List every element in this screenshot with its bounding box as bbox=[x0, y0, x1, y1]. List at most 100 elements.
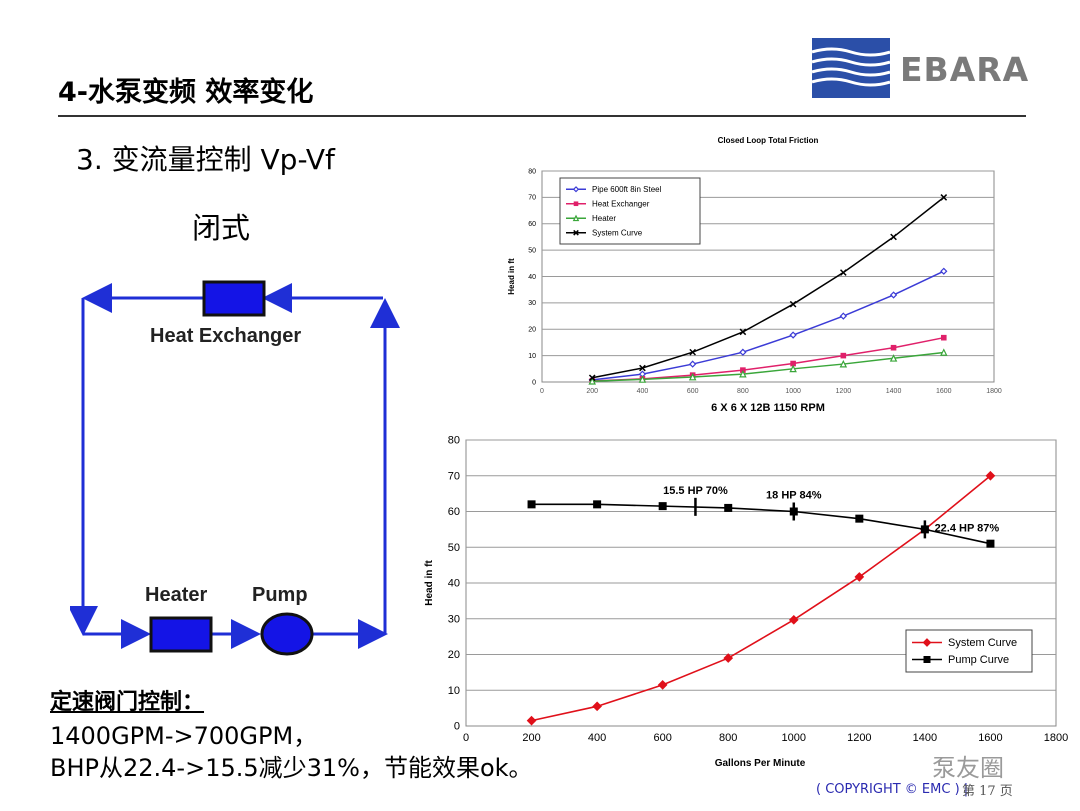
data-point-heater bbox=[588, 377, 596, 385]
data-point-pipe-600ft-8in-steel bbox=[889, 291, 898, 299]
bullet-item: 3. 变流量控制 Vp-Vf bbox=[76, 143, 335, 176]
x-tick-label: 1600 bbox=[936, 388, 952, 395]
data-point-pipe-600ft-8in-steel bbox=[689, 360, 697, 368]
caption-line-2: BHP从22.4->15.5减少31%，节能效果ok。 bbox=[50, 754, 533, 782]
watermark-text: 泵友圈 bbox=[932, 754, 1004, 782]
legend-marker bbox=[573, 229, 579, 236]
series-line-pipe-600ft-8in-steel bbox=[592, 270, 945, 381]
heat-exchanger-label: Heat Exchanger bbox=[150, 325, 301, 347]
data-point-system-curve bbox=[739, 328, 747, 336]
legend-label: Heater bbox=[592, 214, 616, 223]
data-point-pump-curve bbox=[855, 514, 864, 523]
data-point-system-curve bbox=[657, 680, 668, 690]
heater-box bbox=[149, 616, 213, 653]
legend-label: System Curve bbox=[948, 637, 1017, 649]
friction-chart: Closed Loop Total Friction 0 10 20 30 40 50 60 7… bbox=[507, 136, 1002, 414]
y-axis-label: Head in ft bbox=[424, 560, 435, 606]
data-point-heat-exchanger bbox=[840, 352, 847, 359]
data-point-system-curve bbox=[840, 269, 847, 276]
data-point-heater bbox=[839, 359, 848, 368]
x-tick-label: 1800 bbox=[986, 388, 1002, 395]
y-tick-label: 60 bbox=[448, 506, 460, 518]
series-line-system-curve bbox=[592, 196, 945, 379]
y-tick-label: 20 bbox=[448, 649, 460, 661]
annotation-label: 18 HP 84% bbox=[766, 490, 822, 502]
data-point-pipe-600ft-8in-steel bbox=[940, 267, 948, 275]
legend-label: Heat Exchanger bbox=[592, 199, 650, 208]
y-tick-label: 0 bbox=[532, 379, 536, 386]
data-point-pump-curve bbox=[658, 502, 667, 511]
x-tick-label: 600 bbox=[687, 388, 699, 395]
x-axis-label: Gallons Per Minute bbox=[715, 758, 806, 769]
y-tick-label: 30 bbox=[528, 300, 536, 307]
closed-loop-diagram: Heat Exchanger Heater Pump bbox=[70, 280, 400, 656]
x-tick-label: 1400 bbox=[886, 388, 902, 395]
data-point-system-curve bbox=[723, 653, 734, 663]
y-tick-label: 60 bbox=[528, 221, 536, 228]
copyright-text: ( COPYRIGHT © EMC ) | bbox=[816, 782, 969, 797]
title-divider bbox=[58, 115, 1026, 117]
data-point-system-curve bbox=[788, 614, 799, 625]
series-line-pump-curve bbox=[531, 503, 991, 545]
data-point-heat-exchanger bbox=[790, 360, 796, 367]
ebara-logo-icon bbox=[812, 38, 890, 98]
x-tick-label: 800 bbox=[737, 388, 749, 395]
y-tick-label: 0 bbox=[454, 721, 460, 733]
x-tick-label: 1000 bbox=[785, 388, 801, 395]
data-point-heater bbox=[688, 372, 697, 381]
legend-label: System Curve bbox=[592, 228, 643, 237]
y-tick-label: 70 bbox=[528, 195, 536, 202]
data-point-system-curve bbox=[940, 194, 948, 201]
y-tick-label: 80 bbox=[448, 435, 460, 447]
legend-marker bbox=[923, 656, 931, 663]
y-axis-label: Head in ft bbox=[507, 258, 516, 295]
legend-label: Pipe 600ft 8in Steel bbox=[592, 185, 662, 194]
data-point-heater bbox=[940, 348, 948, 356]
x-tick-label: 600 bbox=[653, 732, 671, 744]
legend-box bbox=[905, 629, 1033, 673]
heater-label: Heater bbox=[145, 584, 207, 606]
legend-label: Pump Curve bbox=[948, 654, 1009, 666]
x-tick-label: 1200 bbox=[836, 388, 852, 395]
y-tick-label: 80 bbox=[528, 168, 536, 175]
x-tick-label: 400 bbox=[588, 732, 606, 744]
y-tick-label: 40 bbox=[528, 274, 536, 281]
legend-marker bbox=[572, 186, 580, 193]
data-point-heat-exchanger bbox=[940, 334, 947, 341]
x-tick-label: 1000 bbox=[782, 732, 806, 744]
logo-text: EBARA bbox=[900, 50, 1030, 89]
data-point-heater bbox=[889, 354, 898, 362]
pump-circle bbox=[260, 612, 314, 656]
x-tick-label: 400 bbox=[637, 388, 649, 395]
data-point-system-curve bbox=[588, 374, 596, 382]
y-tick-label: 40 bbox=[448, 578, 460, 590]
x-tick-label: 200 bbox=[522, 732, 540, 744]
series-line-heater bbox=[592, 351, 944, 382]
y-tick-label: 50 bbox=[528, 247, 536, 254]
x-tick-label: 0 bbox=[463, 732, 469, 744]
x-tick-label: 1800 bbox=[1044, 732, 1068, 744]
data-point-system-curve bbox=[526, 715, 537, 726]
data-point-heater bbox=[739, 369, 747, 378]
legend-marker bbox=[572, 214, 580, 222]
data-point-heat-exchanger bbox=[890, 344, 897, 351]
data-point-system-curve bbox=[592, 701, 602, 712]
y-tick-label: 70 bbox=[448, 470, 460, 482]
series-line-system-curve bbox=[531, 475, 991, 722]
data-point-system-curve bbox=[789, 300, 797, 308]
y-tick-label: 30 bbox=[448, 613, 460, 625]
page-number: 第 17 页 bbox=[962, 784, 1013, 799]
data-point-pipe-600ft-8in-steel bbox=[739, 348, 747, 356]
data-point-system-curve bbox=[639, 364, 646, 372]
data-point-pump-curve bbox=[986, 539, 995, 548]
data-point-system-curve bbox=[890, 233, 897, 241]
x-tick-label: 1600 bbox=[978, 732, 1002, 744]
heat-exchanger-box bbox=[202, 280, 266, 317]
y-tick-label: 50 bbox=[448, 542, 460, 554]
data-point-heater bbox=[638, 375, 647, 383]
x-tick-label: 1400 bbox=[913, 732, 937, 744]
y-tick-label: 10 bbox=[528, 353, 536, 360]
data-point-pipe-600ft-8in-steel bbox=[789, 331, 797, 339]
data-point-pump-curve bbox=[724, 503, 733, 512]
